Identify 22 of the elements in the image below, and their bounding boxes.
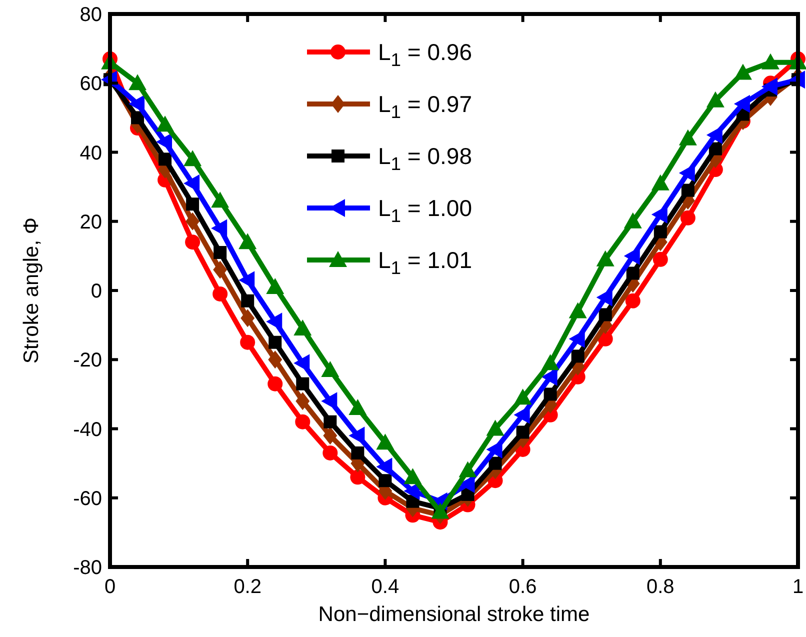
legend-label: L$_{1}$ = 0.98 [378,143,472,174]
y-tick-label: -80 [73,557,102,579]
y-tick-label: 80 [80,4,102,26]
y-tick-label: -40 [73,418,102,441]
legend-label: L$_{1}$ = 0.96 [378,39,472,70]
y-axis-title: Stroke angle, Φ [20,217,43,364]
x-axis-title: Non−dimensional stroke time [318,603,590,626]
y-tick-label: 40 [80,142,102,164]
x-tick-label: 0.8 [646,576,674,598]
x-tick-label: 0.2 [234,576,262,598]
y-tick-label: 60 [80,73,102,96]
x-tick-label: 0.6 [508,576,537,598]
x-tick-label: 0.4 [371,576,400,598]
x-tick-label: 1 [792,576,804,598]
y-tick-label: -20 [73,350,102,372]
y-tick-label: 20 [80,211,102,234]
x-tick-label: 0 [104,576,116,598]
legend-label: L$_{1}$ = 1.01 [378,247,472,278]
legend-label: L$_{1}$ = 1.00 [378,195,472,226]
y-tick-label: -60 [73,488,102,510]
y-tick-label: 0 [90,280,102,302]
legend-label: L$_{1}$ = 0.97 [378,91,472,122]
